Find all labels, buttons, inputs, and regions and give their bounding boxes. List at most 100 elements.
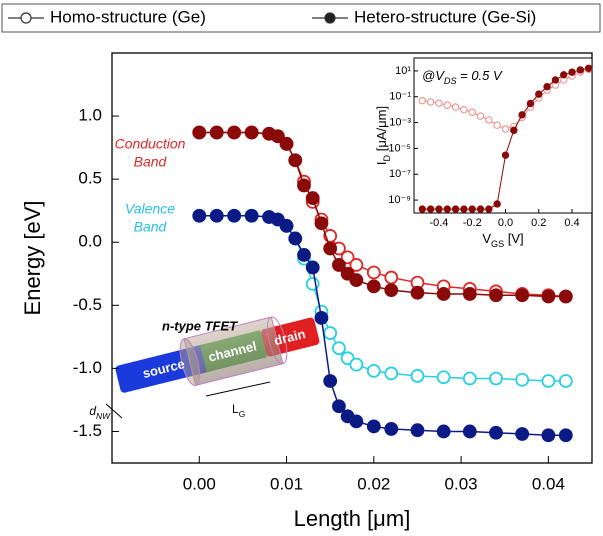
diameter-label-sub: NW <box>96 411 111 421</box>
series-point <box>270 129 285 144</box>
inset-x-tick-label: 0.0 <box>498 217 513 229</box>
series-point <box>436 287 451 301</box>
inset-point <box>551 76 560 84</box>
series-point <box>340 250 355 265</box>
series-point <box>436 370 451 385</box>
inset-point <box>543 82 551 91</box>
inset-point <box>443 205 451 213</box>
y-tick-label: 0.5 <box>78 169 102 188</box>
series-point <box>366 364 381 378</box>
series-point <box>305 260 320 275</box>
band-annotation: Band <box>134 219 168 235</box>
series-point <box>410 285 425 300</box>
series-point <box>410 423 425 438</box>
legend-label: Homo-structure (Ge) <box>50 7 206 26</box>
inset-x-tick-label: -0.4 <box>429 217 448 229</box>
series-point <box>192 125 207 140</box>
diameter-label-main: d <box>89 404 96 418</box>
series-point <box>209 125 224 140</box>
x-axis-label: Length [μm] <box>294 506 411 531</box>
inset-y-tick-label: 10⁻⁹ <box>388 194 411 206</box>
inset-x-axis-label-sub: GS <box>491 239 504 249</box>
series-point <box>323 241 338 256</box>
series-point <box>297 247 311 262</box>
inset-point <box>485 116 493 124</box>
series-point <box>305 191 320 205</box>
series-point <box>279 136 294 151</box>
inset-x-tick-label: -0.2 <box>463 217 482 229</box>
inset-x-axis-label-rest: [V] <box>504 231 524 246</box>
series-point <box>489 425 503 440</box>
inset-point <box>443 101 451 109</box>
legend-marker <box>324 12 336 24</box>
series-point <box>227 208 242 223</box>
gate-length-label-sub: G <box>239 409 246 419</box>
inset-point <box>426 205 435 213</box>
series-point <box>288 231 303 246</box>
inset-y-tick-label: 10⁻⁷ <box>389 168 411 180</box>
gate-length-label-main: L <box>232 402 239 416</box>
gate-length-label: LG <box>232 402 245 419</box>
inset-y-axis-label-rest: [μA/μm] <box>374 106 389 155</box>
inset-point <box>460 205 468 213</box>
series-point <box>515 372 530 387</box>
series-point <box>384 270 399 285</box>
x-tick-label: 0.03 <box>445 474 478 493</box>
inset-point <box>418 96 427 105</box>
series-point <box>349 414 364 429</box>
diameter-arrow <box>105 403 123 419</box>
inset-point <box>560 71 568 79</box>
series-point <box>314 216 329 231</box>
inset-y-tick-label: 10¹ <box>395 65 411 77</box>
inset-point <box>493 121 501 129</box>
series-point <box>558 374 573 388</box>
inset-point <box>435 99 443 107</box>
x-tick-label: 0.01 <box>270 474 303 493</box>
inset-y-axis-label-sub: D <box>382 154 392 161</box>
series-point <box>349 273 364 287</box>
band-annotation: Valence <box>125 201 175 217</box>
series-point <box>489 288 503 303</box>
inset-point <box>501 151 510 159</box>
inset-y-axis-label-main: I <box>374 161 389 165</box>
series-point <box>436 424 451 439</box>
inset-point <box>426 98 435 106</box>
inset-point <box>460 105 468 114</box>
series-point <box>384 366 399 381</box>
series-point <box>462 371 477 386</box>
series-point <box>366 419 381 434</box>
inset-point <box>501 125 510 133</box>
series-point <box>489 371 503 386</box>
series-point <box>288 153 303 168</box>
legend-box <box>1 3 601 33</box>
series-point <box>227 125 242 140</box>
series-point <box>332 341 346 356</box>
y-axis-label: Energy [eV] <box>20 201 45 316</box>
inset-condition-main: @V <box>422 68 445 83</box>
series-point <box>384 283 399 298</box>
inset-point <box>451 103 460 111</box>
inset-y-tick-label: 10⁻⁵ <box>388 142 411 154</box>
series-point <box>192 208 207 223</box>
y-tick-label: -1.0 <box>73 358 102 377</box>
y-tick-label: -0.5 <box>73 295 102 314</box>
inset-point <box>518 111 526 119</box>
inset-point <box>418 205 427 213</box>
x-tick-label: 0.02 <box>357 474 390 493</box>
series-point <box>279 218 294 233</box>
series-point <box>349 357 364 372</box>
inset-condition-sub: DS <box>444 76 457 86</box>
band-annotation: Conduction <box>115 136 186 152</box>
series-point <box>462 287 477 301</box>
band-annotation: Band <box>134 154 168 170</box>
series-point <box>366 279 381 294</box>
inset-point <box>476 205 485 213</box>
inset-y-tick-label: 10⁻³ <box>389 116 411 128</box>
series-point <box>314 311 329 325</box>
inset-point <box>535 90 543 98</box>
inset-point <box>510 126 518 135</box>
series-point <box>323 374 338 388</box>
inset-point <box>468 108 476 116</box>
series-point <box>297 178 311 193</box>
inset-point <box>584 64 593 72</box>
